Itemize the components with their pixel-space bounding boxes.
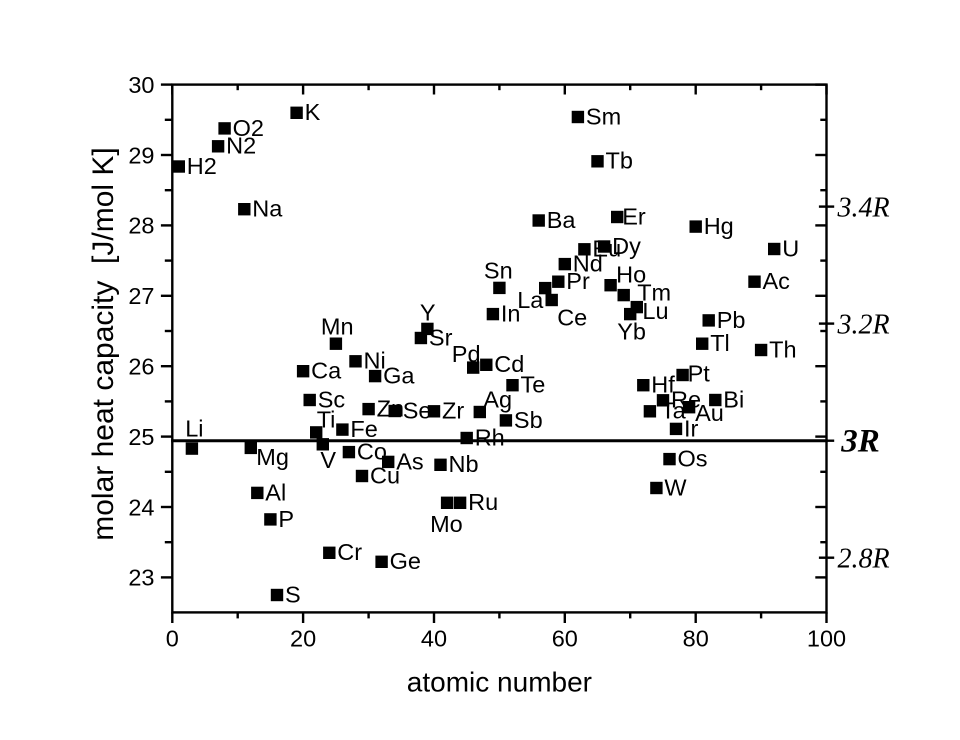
svg-text:Fe: Fe [350,416,377,442]
svg-text:3.4R: 3.4R [837,193,890,224]
svg-text:molar heat capacity [J/mol K]: molar heat capacity [J/mol K] [87,147,120,541]
svg-text:Pr: Pr [566,268,590,294]
svg-text:Ce: Ce [557,305,587,331]
svg-text:Se: Se [403,397,432,423]
svg-text:Th: Th [769,336,796,362]
svg-text:Ni: Ni [364,348,386,374]
svg-text:100: 100 [807,626,846,652]
svg-text:40: 40 [421,626,447,652]
svg-text:O2: O2 [233,115,264,141]
svg-text:Ba: Ba [547,207,577,233]
svg-text:Sr: Sr [429,324,453,350]
svg-text:In: In [501,301,521,327]
svg-text:60: 60 [552,626,578,652]
svg-text:24: 24 [128,494,154,520]
svg-text:Mn: Mn [321,314,354,340]
svg-text:W: W [664,474,687,500]
svg-text:Sc: Sc [318,386,346,412]
svg-text:Co: Co [357,439,387,465]
svg-text:Zr: Zr [442,398,464,424]
svg-text:V: V [320,447,336,473]
svg-text:S: S [285,581,301,607]
svg-text:Ac: Ac [763,268,791,294]
svg-text:2.8R: 2.8R [838,544,890,575]
svg-text:Cd: Cd [494,351,524,377]
svg-text:Ir: Ir [684,415,699,441]
svg-text:Ti: Ti [317,406,336,432]
svg-text:Rh: Rh [475,424,505,450]
svg-text:80: 80 [683,626,709,652]
svg-text:Hg: Hg [704,213,734,239]
svg-text:H2: H2 [187,153,217,179]
svg-text:30: 30 [128,72,154,98]
svg-text:Dy: Dy [612,233,641,259]
svg-text:Os: Os [678,446,708,472]
svg-text:P: P [278,506,294,532]
svg-text:Y: Y [420,299,436,325]
svg-text:26: 26 [128,354,154,380]
svg-text:As: As [396,448,423,474]
svg-text:Tb: Tb [606,148,633,174]
svg-text:Sb: Sb [514,407,543,433]
svg-text:Mo: Mo [430,511,463,537]
svg-text:Ga: Ga [383,363,415,389]
svg-text:Tl: Tl [710,330,730,356]
svg-text:Er: Er [622,203,646,229]
svg-text:25: 25 [128,424,154,450]
svg-text:Pb: Pb [717,307,746,333]
svg-text:Yb: Yb [617,319,646,345]
svg-text:Te: Te [521,372,546,398]
svg-text:Hf: Hf [651,372,675,398]
svg-text:K: K [305,99,321,125]
svg-text:23: 23 [128,565,154,591]
svg-text:La: La [517,287,544,313]
svg-text:Ru: Ru [468,489,498,515]
svg-text:29: 29 [128,142,154,168]
svg-text:3R: 3R [840,424,880,460]
svg-text:Bi: Bi [723,386,744,412]
svg-text:Ho: Ho [616,261,646,287]
svg-text:Sm: Sm [586,103,621,129]
svg-text:Lu: Lu [642,298,668,324]
svg-text:0: 0 [166,626,179,652]
svg-text:Al: Al [265,479,286,505]
svg-text:U: U [782,235,799,261]
svg-text:20: 20 [290,626,316,652]
svg-text:Nb: Nb [449,451,479,477]
svg-text:Li: Li [185,415,203,441]
svg-text:3.2R: 3.2R [837,310,890,341]
svg-text:27: 27 [128,283,154,309]
svg-text:Mg: Mg [256,444,289,470]
svg-text:N2: N2 [226,133,256,159]
svg-text:Ge: Ge [390,548,421,574]
svg-text:Na: Na [252,196,283,222]
svg-text:Pd: Pd [452,341,481,367]
svg-text:Pt: Pt [688,360,711,386]
svg-text:Cr: Cr [337,539,362,565]
svg-text:Sn: Sn [484,258,513,284]
svg-text:28: 28 [128,213,154,239]
svg-text:atomic number: atomic number [407,667,592,698]
svg-text:Ca: Ca [311,358,342,384]
